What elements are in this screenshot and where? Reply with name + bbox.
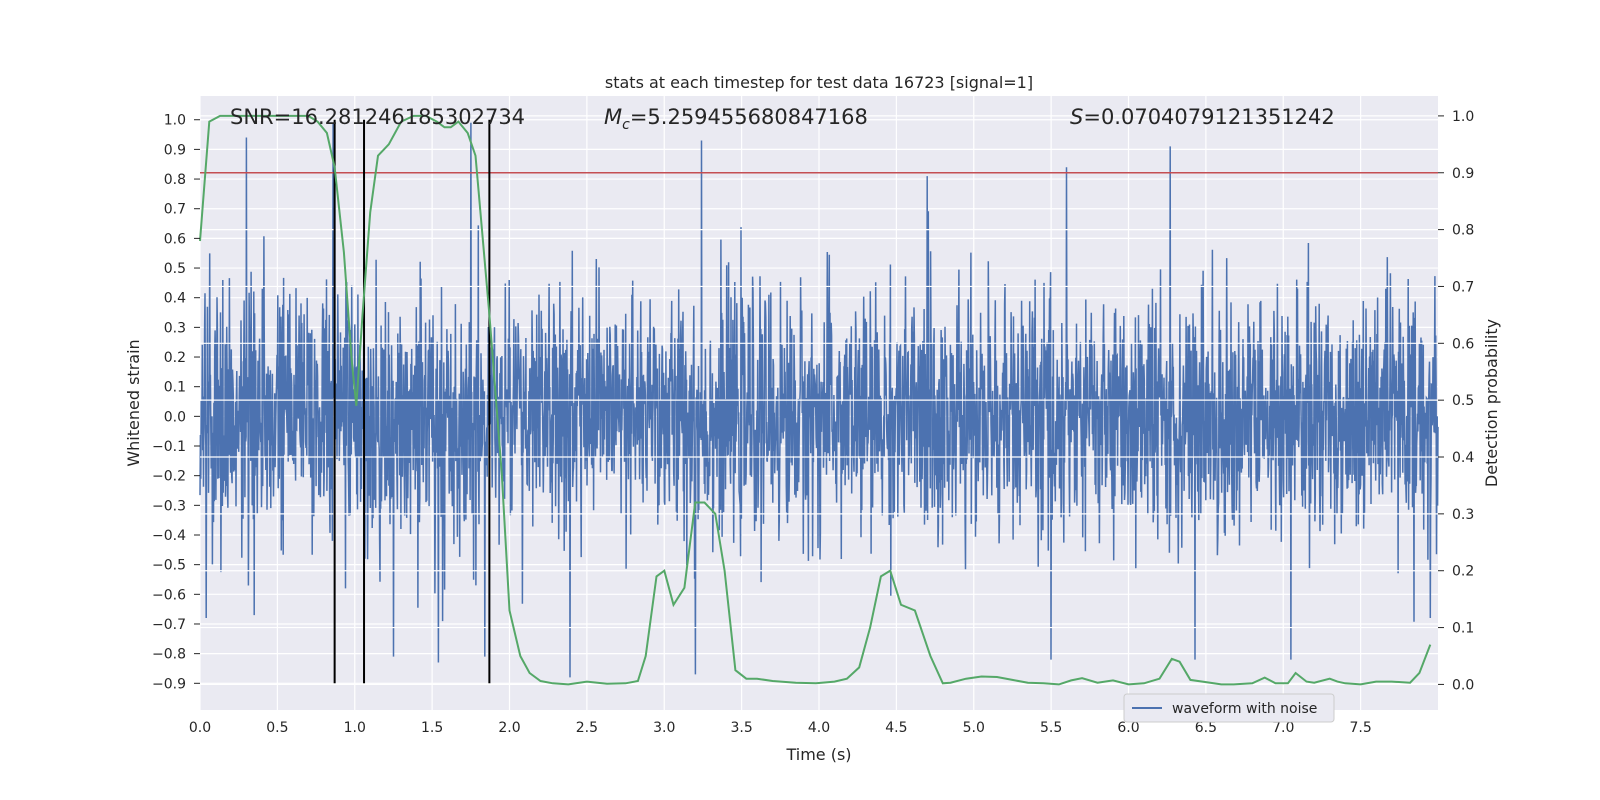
- x-tick-label: 0.5: [266, 720, 288, 736]
- s-value: =0.0704079121351242: [1083, 105, 1334, 129]
- y-right-axis-label: Detection probability: [1482, 319, 1501, 487]
- s-symbol: S: [1070, 105, 1083, 129]
- y-tick-label: 0.6: [164, 231, 186, 247]
- y-tick-label: 0.9: [164, 142, 186, 158]
- y-right-tick-label: 0.8: [1452, 223, 1474, 239]
- legend-box: [1123, 693, 1335, 723]
- y-tick-label: 0.2: [164, 350, 186, 366]
- y-tick-label: 0.5: [164, 261, 186, 277]
- x-tick-label: 6.5: [1195, 720, 1217, 736]
- y-right-tick-label: 0.3: [1452, 507, 1474, 523]
- chirp-mass-symbol: M: [604, 105, 622, 129]
- y-right-tick-label: 0.9: [1452, 166, 1474, 182]
- y-right-tick-label: 0.7: [1452, 279, 1474, 295]
- y-tick-label: −0.9: [152, 676, 186, 692]
- y-right-tick-label: 0.4: [1452, 450, 1474, 466]
- x-tick-label: 1.5: [421, 720, 443, 736]
- y-right-tick-labels: 0.0 0.1 0.2 0.3 0.4 0.5 0.6 0.7 0.8 0.9 1.0: [1438, 109, 1474, 693]
- x-tick-label: 0.0: [189, 720, 211, 736]
- x-tick-label: 4.0: [808, 720, 830, 736]
- x-tick-label: 3.0: [653, 720, 675, 736]
- y-tick-label: 0.3: [164, 320, 186, 336]
- x-tick-labels: 0.0 0.5 1.0 1.5 2.0 2.5 3.0 3.5 4.0 4.5 5.0 5.5 6.0 6…: [189, 720, 1372, 736]
- vertical-marker-lines: [333, 119, 491, 684]
- x-tick-label: 3.5: [730, 720, 752, 736]
- y-right-tick-label: 0.2: [1452, 564, 1474, 580]
- x-tick-label: 5.5: [1040, 720, 1062, 736]
- x-tick-label: 4.5: [885, 720, 907, 736]
- y-tick-label: 1.0: [164, 113, 186, 129]
- y-tick-label: −0.3: [152, 498, 186, 514]
- x-tick-label: 6.0: [1117, 720, 1139, 736]
- y-tick-label: 0.8: [164, 172, 186, 188]
- x-tick-label: 7.5: [1349, 720, 1371, 736]
- legend: waveform with noise: [1123, 693, 1335, 723]
- x-tick-label: 5.0: [963, 720, 985, 736]
- y-tick-label: −0.2: [152, 469, 186, 485]
- y-right-tick-label: 1.0: [1452, 109, 1474, 125]
- waveform-line: [199, 122, 1439, 678]
- legend-label: waveform with noise: [1172, 701, 1317, 717]
- waveform-series: [199, 122, 1439, 678]
- x-axis-label: Time (s): [785, 745, 851, 764]
- x-tick-label: 1.0: [344, 720, 366, 736]
- y-tick-label: −0.4: [152, 528, 186, 544]
- s-annotation: S=0.0704079121351242: [1070, 105, 1335, 129]
- y-axis-label: Whitened strain: [124, 339, 143, 466]
- y-tick-label: −0.8: [152, 647, 186, 663]
- y-tick-label: 0.0: [164, 409, 186, 425]
- y-right-tick-label: 0.6: [1452, 336, 1474, 352]
- y-tick-labels: −0.9 −0.8 −0.7 −0.6 −0.5 −0.4 −0.3 −0.2 −0.1 0.0 0…: [152, 113, 200, 692]
- detection-probability-line: [199, 114, 1432, 686]
- y-tick-label: −0.6: [152, 587, 186, 603]
- chirp-mass-subscript: c: [622, 117, 630, 133]
- y-tick-label: −0.7: [152, 617, 186, 633]
- x-tick-label: 2.5: [576, 720, 598, 736]
- y-tick-label: 0.4: [164, 291, 186, 307]
- y-right-tick-label: 0.0: [1452, 677, 1474, 693]
- chirp-mass-value: =5.259455680847168: [630, 105, 868, 129]
- snr-annotation: SNR=16.281246185302734: [230, 105, 525, 129]
- x-tick-label: 2.0: [498, 720, 520, 736]
- x-tick-label: 7.0: [1272, 720, 1294, 736]
- chart-title: stats at each timestep for test data 167…: [605, 73, 1033, 92]
- y-tick-label: −0.1: [152, 439, 186, 455]
- y-tick-label: 0.7: [164, 202, 186, 218]
- y-right-tick-label: 0.1: [1452, 621, 1474, 637]
- chirp-mass-annotation: Mc=5.259455680847168: [604, 105, 868, 133]
- y-tick-label: −0.5: [152, 558, 186, 574]
- y-tick-label: 0.1: [164, 380, 186, 396]
- y-right-tick-label: 0.5: [1452, 393, 1474, 409]
